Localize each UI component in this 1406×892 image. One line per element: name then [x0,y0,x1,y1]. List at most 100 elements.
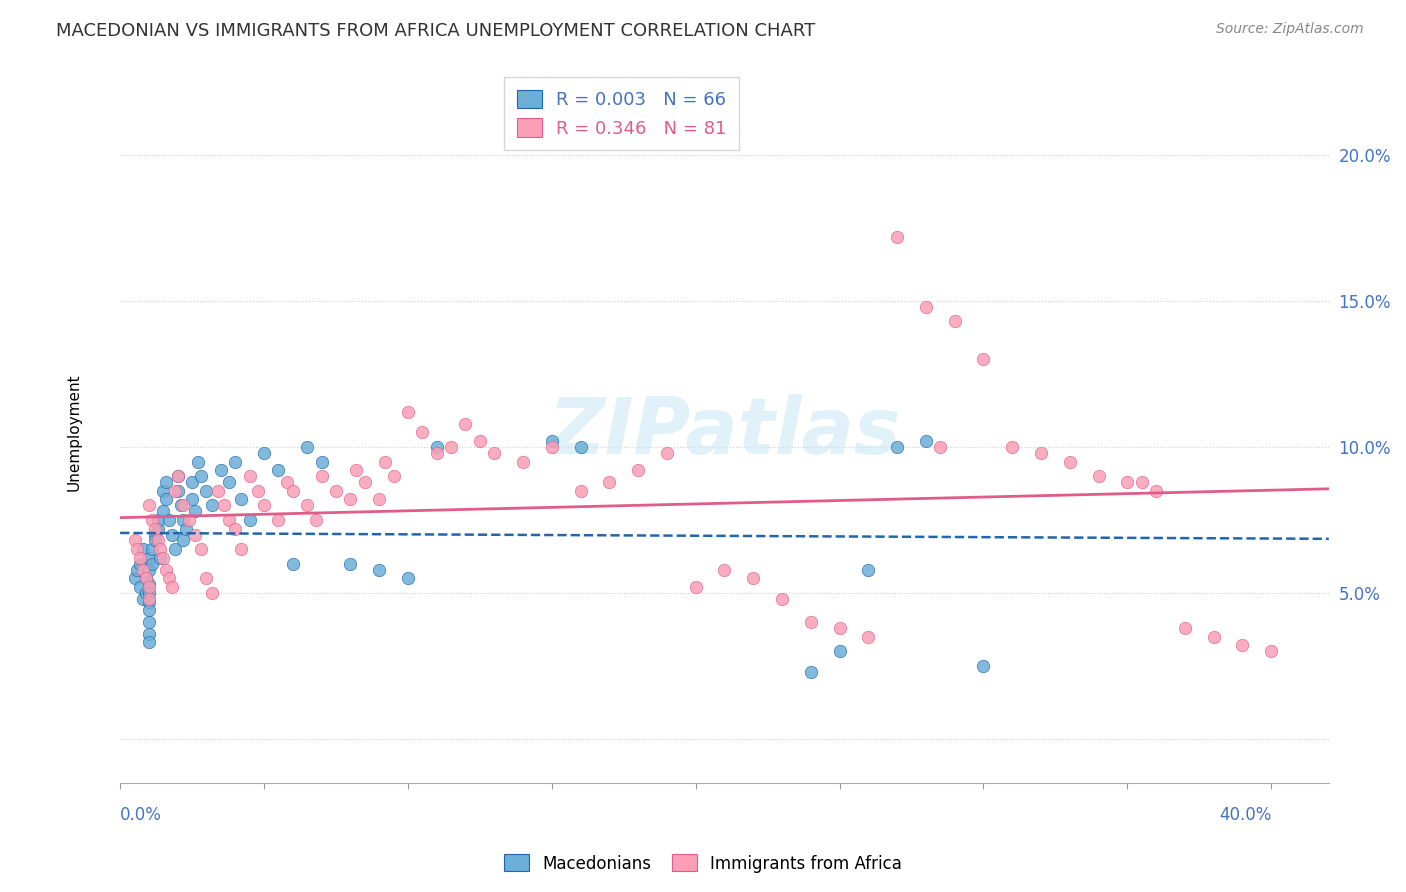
Point [149,542,172,557]
Point [484,446,506,460]
Point [163,483,186,498]
Point [138,594,160,608]
Point [152,504,174,518]
Point [224,454,246,468]
Point [138,603,160,617]
Point [770,591,793,606]
Point [627,463,650,477]
Point [1087,469,1109,483]
Point [411,425,433,440]
Point [224,522,246,536]
Point [138,577,160,591]
Point [138,562,160,576]
Point [138,499,160,513]
Point [141,557,163,571]
Point [141,542,163,557]
Point [181,475,204,489]
Point [247,483,270,498]
Point [253,446,276,460]
Text: 0.0%: 0.0% [120,806,162,824]
Point [339,557,361,571]
Point [858,562,880,576]
Point [713,562,735,576]
Point [828,621,851,635]
Point [426,440,449,454]
Point [915,300,938,314]
Point [281,557,304,571]
Point [157,571,180,585]
Point [929,440,952,454]
Point [129,550,152,565]
Text: 40.0%: 40.0% [1219,806,1271,824]
Point [184,504,207,518]
Point [207,483,229,498]
Point [218,513,240,527]
Text: Unemployment: Unemployment [66,374,82,491]
Point [176,522,198,536]
Point [169,499,191,513]
Point [141,513,163,527]
Point [685,580,707,594]
Point [190,542,212,557]
Point [281,483,304,498]
Point [195,483,218,498]
Point [396,571,419,585]
Point [155,562,177,576]
Point [972,658,994,673]
Point [512,454,534,468]
Point [160,527,183,541]
Point [132,562,155,576]
Point [382,469,405,483]
Point [201,499,224,513]
Point [267,463,290,477]
Point [311,469,333,483]
Point [540,434,562,449]
Point [1116,475,1139,489]
Point [311,454,333,468]
Point [540,440,562,454]
Point [569,440,592,454]
Point [454,417,477,431]
Point [187,454,209,468]
Point [886,440,908,454]
Point [915,434,938,449]
Point [212,499,235,513]
Point [267,513,290,527]
Point [295,440,318,454]
Point [143,527,166,541]
Point [181,492,204,507]
Point [138,615,160,629]
Point [146,513,169,527]
Text: MACEDONIAN VS IMMIGRANTS FROM AFRICA UNEMPLOYMENT CORRELATION CHART: MACEDONIAN VS IMMIGRANTS FROM AFRICA UNE… [56,22,815,40]
Point [1029,446,1052,460]
Point [172,533,194,548]
Point [569,483,592,498]
Point [800,615,823,629]
Point [172,499,194,513]
Point [353,475,375,489]
Point [149,550,172,565]
Point [276,475,298,489]
Point [157,513,180,527]
Point [800,665,823,679]
Point [858,630,880,644]
Point [305,513,328,527]
Point [1130,475,1153,489]
Point [166,469,188,483]
Point [143,522,166,536]
Legend: Macedonians, Immigrants from Africa: Macedonians, Immigrants from Africa [498,847,908,880]
Point [295,499,318,513]
Point [184,527,207,541]
Point [339,492,361,507]
Point [138,635,160,649]
Point [368,492,391,507]
Point [129,580,152,594]
Point [155,492,177,507]
Point [239,469,262,483]
Point [253,499,276,513]
Point [163,542,186,557]
Point [138,586,160,600]
Point [1059,454,1081,468]
Point [135,571,157,585]
Point [325,483,347,498]
